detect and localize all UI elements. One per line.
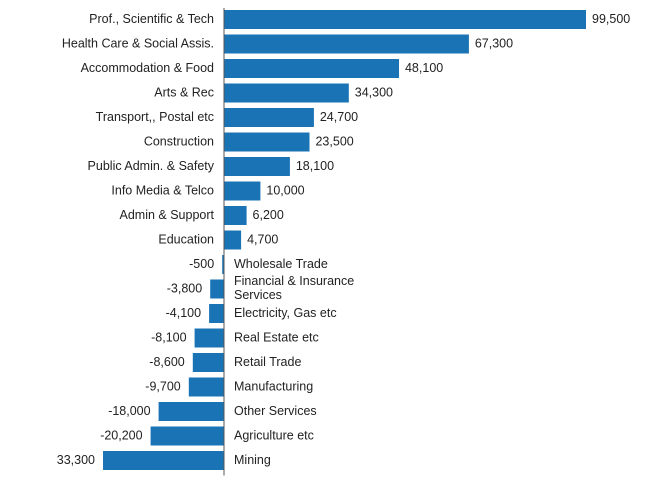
value-label-arts-rec: 34,300	[355, 85, 393, 99]
category-label-prof-scientific-tech: Prof., Scientific & Tech	[89, 12, 214, 26]
value-label-prof-scientific-tech: 99,500	[592, 12, 630, 26]
category-label-real-estate-etc: Real Estate etc	[234, 330, 319, 344]
bar-prof-scientific-tech	[224, 10, 586, 29]
value-label-real-estate-etc: -8,100	[151, 330, 186, 344]
bars-group	[103, 10, 586, 470]
value-label-construction: 23,500	[315, 134, 353, 148]
category-label-admin-support: Admin & Support	[120, 208, 215, 222]
bar-real-estate-etc	[194, 328, 224, 348]
value-label-mining: 33,300	[57, 453, 95, 467]
value-label-health-care-social-assis: 67,300	[475, 36, 513, 50]
category-label-arts-rec: Arts & Rec	[154, 85, 214, 99]
value-label-agriculture-etc: -20,200	[100, 428, 142, 442]
bar-arts-rec	[224, 83, 349, 103]
bar-agriculture-etc	[150, 426, 224, 446]
value-label-info-media-telco: 10,000	[266, 183, 304, 197]
category-label-health-care-social-assis: Health Care & Social Assis.	[62, 36, 214, 50]
value-label-financial-insurance-services: -3,800	[167, 281, 202, 295]
category-label-accommodation-food: Accommodation & Food	[81, 61, 214, 75]
bar-construction	[224, 132, 310, 152]
category-labels-group: Prof., Scientific & Tech Health Care & So…	[62, 12, 354, 467]
category-label-construction: Construction	[144, 134, 214, 148]
bar-wholesale-trade	[222, 255, 224, 274]
bar-mining	[103, 451, 224, 470]
value-label-transport-postal-etc: 24,700	[320, 110, 358, 124]
category-label-electricity-gas-etc: Electricity, Gas etc	[234, 306, 337, 320]
value-label-education: 4,700	[247, 232, 278, 246]
value-label-admin-support: 6,200	[253, 208, 284, 222]
category-label-info-media-telco: Info Media & Telco	[111, 183, 214, 197]
category-label-other-services: Other Services	[234, 404, 317, 418]
bar-transport-postal-etc	[224, 108, 314, 127]
category-label-retail-trade: Retail Trade	[234, 355, 301, 369]
bar-health-care-social-assis	[224, 34, 469, 54]
category-label-public-admin-safety: Public Admin. & Safety	[88, 159, 215, 173]
value-label-accommodation-food: 48,100	[405, 61, 443, 75]
category-label-agriculture-etc: Agriculture etc	[234, 428, 314, 442]
bar-info-media-telco	[224, 181, 261, 201]
bar-financial-insurance-services	[210, 279, 224, 299]
category-label-transport-postal-etc: Transport,, Postal etc	[96, 110, 214, 124]
category-label-wholesale-trade: Wholesale Trade	[234, 257, 328, 271]
value-label-other-services: -18,000	[108, 404, 150, 418]
value-label-electricity-gas-etc: -4,100	[166, 306, 201, 320]
bar-education	[224, 230, 242, 250]
category-label-education: Education	[158, 232, 214, 246]
bar-other-services	[158, 402, 224, 421]
bar-public-admin-safety	[224, 157, 290, 176]
bar-manufacturing	[188, 377, 224, 397]
bar-admin-support	[224, 206, 247, 225]
category-label-financial-insurance-services: Financial & Insurance Services	[234, 274, 354, 302]
bar-electricity-gas-etc	[209, 304, 224, 323]
value-labels-group: 99,500 67,300 48,100 34,300 24,700 23,500 18,1…	[57, 12, 631, 467]
category-label-manufacturing: Manufacturing	[234, 379, 313, 393]
bar-accommodation-food	[224, 59, 399, 78]
bar-retail-trade	[192, 353, 224, 372]
value-label-wholesale-trade: -500	[189, 257, 214, 271]
value-label-manufacturing: -9,700	[145, 379, 180, 393]
value-label-retail-trade: -8,600	[149, 355, 184, 369]
category-label-mining: Mining	[234, 453, 271, 467]
value-label-public-admin-safety: 18,100	[296, 159, 334, 173]
